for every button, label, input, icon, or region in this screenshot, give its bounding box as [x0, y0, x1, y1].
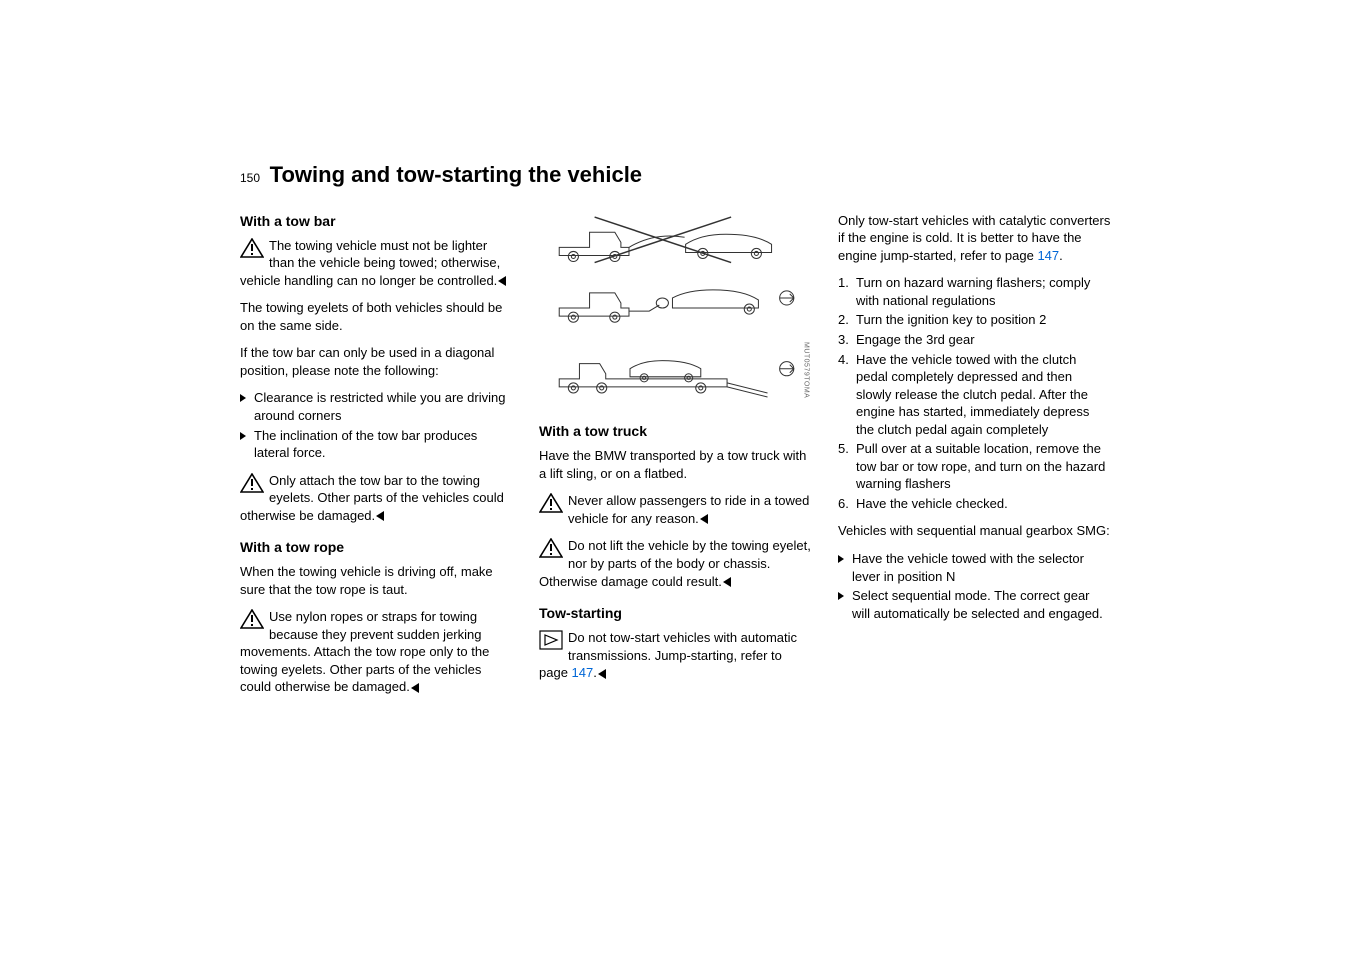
heading-tow-bar: With a tow bar: [240, 212, 513, 231]
end-marker-icon: [376, 511, 384, 521]
title-row: 150 Towing and tow-starting the vehicle: [240, 160, 1111, 190]
end-marker-icon: [598, 669, 606, 679]
content-columns: With a tow bar The towing vehicle must n…: [240, 212, 1111, 706]
warning-text: Never allow passengers to ride in a towe…: [568, 493, 809, 526]
warning-text: The towing vehicle must not be lighter t…: [240, 238, 500, 288]
list-item: 6.Have the vehicle checked.: [838, 495, 1111, 513]
warning-icon: [539, 538, 563, 558]
warning-tow-bar-weight: The towing vehicle must not be lighter t…: [240, 237, 513, 290]
end-marker-icon: [723, 577, 731, 587]
smg-intro-text: Vehicles with sequential manual gearbox …: [838, 522, 1111, 540]
diagram-code-label: MUT0579TOMA: [801, 342, 810, 398]
warning-tow-bar-attach: Only attach the tow bar to the towing ey…: [240, 472, 513, 525]
list-item-text: Turn the ignition key to position 2: [856, 312, 1046, 327]
warning-passengers: Never allow passengers to ride in a towe…: [539, 492, 812, 527]
warning-text: Use nylon ropes or straps for towing bec…: [240, 609, 489, 694]
page-title: Towing and tow-starting the vehicle: [270, 162, 642, 187]
tow-truck-text: Have the BMW transported by a tow truck …: [539, 447, 812, 482]
tow-start-steps: 1.Turn on hazard warning flashers; compl…: [838, 274, 1111, 512]
list-item: 1.Turn on hazard warning flashers; compl…: [838, 274, 1111, 309]
tow-bar-list: Clearance is restricted while you are dr…: [240, 389, 513, 461]
warning-icon: [539, 493, 563, 513]
list-item: 4.Have the vehicle towed with the clutch…: [838, 351, 1111, 439]
list-item: Select sequential mode. The correct gear…: [838, 587, 1111, 622]
page-number: 150: [240, 171, 260, 185]
catalytic-text-b: .: [1059, 248, 1063, 263]
list-item-text: Clearance is restricted while you are dr…: [254, 390, 505, 423]
list-item-text: Have the vehicle towed with the selector…: [852, 551, 1084, 584]
list-item-text: Pull over at a suitable location, remove…: [856, 441, 1105, 491]
warning-icon: [240, 238, 264, 258]
warning-text: Do not lift the vehicle by the towing ey…: [539, 538, 811, 588]
heading-tow-starting: Tow-starting: [539, 604, 812, 623]
list-item: Clearance is restricted while you are dr…: [240, 389, 513, 424]
tow-bar-eyelets-text: The towing eyelets of both vehicles shou…: [240, 299, 513, 334]
warning-icon: [240, 609, 264, 629]
page-147-link[interactable]: 147: [572, 665, 594, 680]
end-marker-icon: [411, 683, 419, 693]
warning-tow-rope: Use nylon ropes or straps for towing bec…: [240, 608, 513, 696]
list-item-text: Engage the 3rd gear: [856, 332, 975, 347]
info-text-b: .: [593, 665, 597, 680]
column-1: With a tow bar The towing vehicle must n…: [240, 212, 513, 706]
list-item-text: Turn on hazard warning flashers; comply …: [856, 275, 1090, 308]
column-3: Only tow-start vehicles with catalytic c…: [838, 212, 1111, 706]
page-147-link[interactable]: 147: [1037, 248, 1059, 263]
tow-bar-diagonal-text: If the tow bar can only be used in a dia…: [240, 344, 513, 379]
warning-icon: [240, 473, 264, 493]
end-marker-icon: [498, 276, 506, 286]
info-automatic-trans: Do not tow-start vehicles with automatic…: [539, 629, 812, 682]
info-icon: [539, 630, 563, 650]
warning-text: Only attach the tow bar to the towing ey…: [240, 473, 504, 523]
list-item: 5.Pull over at a suitable location, remo…: [838, 440, 1111, 493]
list-item: 3.Engage the 3rd gear: [838, 331, 1111, 349]
list-item-text: The inclination of the tow bar produces …: [254, 428, 477, 461]
smg-list: Have the vehicle towed with the selector…: [838, 550, 1111, 622]
heading-tow-truck: With a tow truck: [539, 422, 812, 441]
catalytic-text: Only tow-start vehicles with catalytic c…: [838, 212, 1111, 265]
list-item-text: Have the vehicle towed with the clutch p…: [856, 352, 1089, 437]
end-marker-icon: [700, 514, 708, 524]
heading-tow-rope: With a tow rope: [240, 538, 513, 557]
list-item: Have the vehicle towed with the selector…: [838, 550, 1111, 585]
list-item-text: Select sequential mode. The correct gear…: [852, 588, 1103, 621]
tow-truck-diagram: [539, 212, 812, 409]
list-item: The inclination of the tow bar produces …: [240, 427, 513, 462]
column-2: MUT0579TOMA With a tow truck Have the BM…: [539, 212, 812, 706]
list-item-text: Have the vehicle checked.: [856, 496, 1008, 511]
list-item: 2.Turn the ignition key to position 2: [838, 311, 1111, 329]
tow-rope-taut-text: When the towing vehicle is driving off, …: [240, 563, 513, 598]
warning-lift-eyelet: Do not lift the vehicle by the towing ey…: [539, 537, 812, 590]
catalytic-text-a: Only tow-start vehicles with catalytic c…: [838, 213, 1110, 263]
